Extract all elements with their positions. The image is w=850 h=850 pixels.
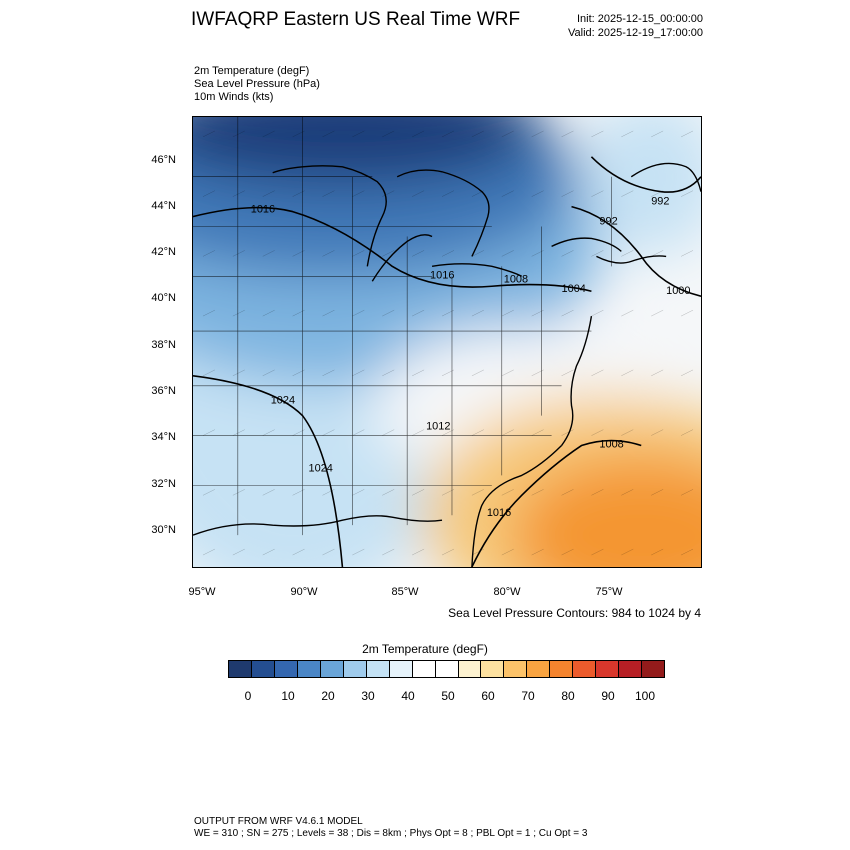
colorbar-swatch bbox=[550, 661, 574, 677]
isobar-label: 1016 bbox=[430, 269, 454, 281]
longitude-label: 95°W bbox=[188, 586, 216, 598]
isobar-label: 1016 bbox=[487, 507, 511, 519]
colorbar-title: 2m Temperature (degF) bbox=[362, 642, 488, 656]
init-time: Init: 2025-12-15_00:00:00 bbox=[577, 13, 703, 25]
longitude-label: 75°W bbox=[595, 586, 623, 598]
colorbar-swatch bbox=[251, 661, 275, 677]
latitude-label: 38°N bbox=[151, 339, 176, 351]
colorbar-swatch bbox=[229, 661, 252, 677]
latitude-label: 46°N bbox=[151, 154, 176, 166]
latitude-label: 30°N bbox=[151, 524, 176, 536]
temp-zone-hot bbox=[511, 455, 701, 567]
weather-map: 1016 992 992 1016 1008 1004 1000 1024 10… bbox=[192, 116, 702, 568]
temp-zone-cold-core bbox=[193, 117, 542, 187]
colorbar-swatch bbox=[573, 661, 597, 677]
colorbar-swatch bbox=[297, 661, 321, 677]
latitude-label: 34°N bbox=[151, 431, 176, 443]
colorbar-swatch bbox=[481, 661, 505, 677]
colorbar-tick-label: 10 bbox=[281, 689, 295, 703]
colorbar-swatch bbox=[320, 661, 344, 677]
colorbar-swatch bbox=[343, 661, 367, 677]
colorbar-tick-label: 0 bbox=[244, 689, 252, 703]
colorbar-swatch bbox=[458, 661, 482, 677]
colorbar-tick-label: 80 bbox=[561, 689, 575, 703]
colorbar-tick-label: 70 bbox=[521, 689, 535, 703]
longitude-label: 80°W bbox=[493, 586, 521, 598]
chart-title: IWFAQRP Eastern US Real Time WRF bbox=[191, 9, 521, 30]
colorbar-tick-label: 90 bbox=[601, 689, 615, 703]
colorbar-swatch bbox=[596, 661, 620, 677]
colorbar-swatch bbox=[642, 661, 665, 677]
isobar-label: 1008 bbox=[504, 273, 528, 285]
colorbar-swatch bbox=[527, 661, 551, 677]
isobar-label: 1012 bbox=[426, 421, 450, 433]
footer-config-line: WE = 310 ; SN = 275 ; Levels = 38 ; Dis … bbox=[194, 828, 588, 839]
colorbar-swatch bbox=[366, 661, 390, 677]
valid-time: Valid: 2025-12-19_17:00:00 bbox=[568, 27, 703, 39]
isobar-label: 1024 bbox=[309, 462, 333, 474]
colorbar-swatch bbox=[389, 661, 413, 677]
colorbar-swatch bbox=[504, 661, 528, 677]
field-winds-label: 10m Winds (kts) bbox=[194, 91, 274, 103]
longitude-label: 90°W bbox=[290, 586, 318, 598]
colorbar-swatch bbox=[412, 661, 436, 677]
isobar-label: 1024 bbox=[271, 395, 295, 407]
colorbar-tick-label: 20 bbox=[321, 689, 335, 703]
isobar-labels: 1016 992 992 1016 1008 1004 1000 1024 10… bbox=[251, 196, 691, 520]
colorbar-tick-label: 50 bbox=[441, 689, 455, 703]
colorbar-tick-label: 100 bbox=[634, 689, 656, 703]
isobar-label: 992 bbox=[651, 196, 669, 208]
field-temperature-label: 2m Temperature (degF) bbox=[194, 65, 310, 77]
colorbar-swatch bbox=[274, 661, 298, 677]
state-county-boundaries bbox=[193, 117, 612, 536]
field-pressure-label: Sea Level Pressure (hPa) bbox=[194, 78, 320, 90]
colorbar-tick-label: 60 bbox=[481, 689, 495, 703]
colorbar bbox=[228, 660, 665, 678]
wind-barbs bbox=[202, 130, 694, 556]
latitude-label: 42°N bbox=[151, 246, 176, 258]
latitude-label: 40°N bbox=[151, 292, 176, 304]
colorbar-swatch bbox=[435, 661, 459, 677]
map-canvas: 1016 992 992 1016 1008 1004 1000 1024 10… bbox=[193, 117, 701, 567]
latitude-label: 36°N bbox=[151, 385, 176, 397]
isobar-label: 1004 bbox=[562, 283, 586, 295]
contour-note: Sea Level Pressure Contours: 984 to 1024… bbox=[448, 606, 701, 620]
footer-model-line: OUTPUT FROM WRF V4.6.1 MODEL bbox=[194, 816, 363, 827]
isobar-label: 992 bbox=[599, 216, 617, 228]
isobar-label: 1000 bbox=[666, 285, 690, 297]
colorbar-tick-label: 30 bbox=[361, 689, 375, 703]
longitude-label: 85°W bbox=[391, 586, 419, 598]
colorbar-tick-label: 40 bbox=[401, 689, 415, 703]
latitude-label: 32°N bbox=[151, 478, 176, 490]
colorbar-swatch bbox=[619, 661, 643, 677]
isobar-label: 1008 bbox=[599, 439, 623, 451]
isobar-label: 1016 bbox=[251, 204, 275, 216]
latitude-label: 44°N bbox=[151, 200, 176, 212]
isobars bbox=[193, 156, 701, 567]
